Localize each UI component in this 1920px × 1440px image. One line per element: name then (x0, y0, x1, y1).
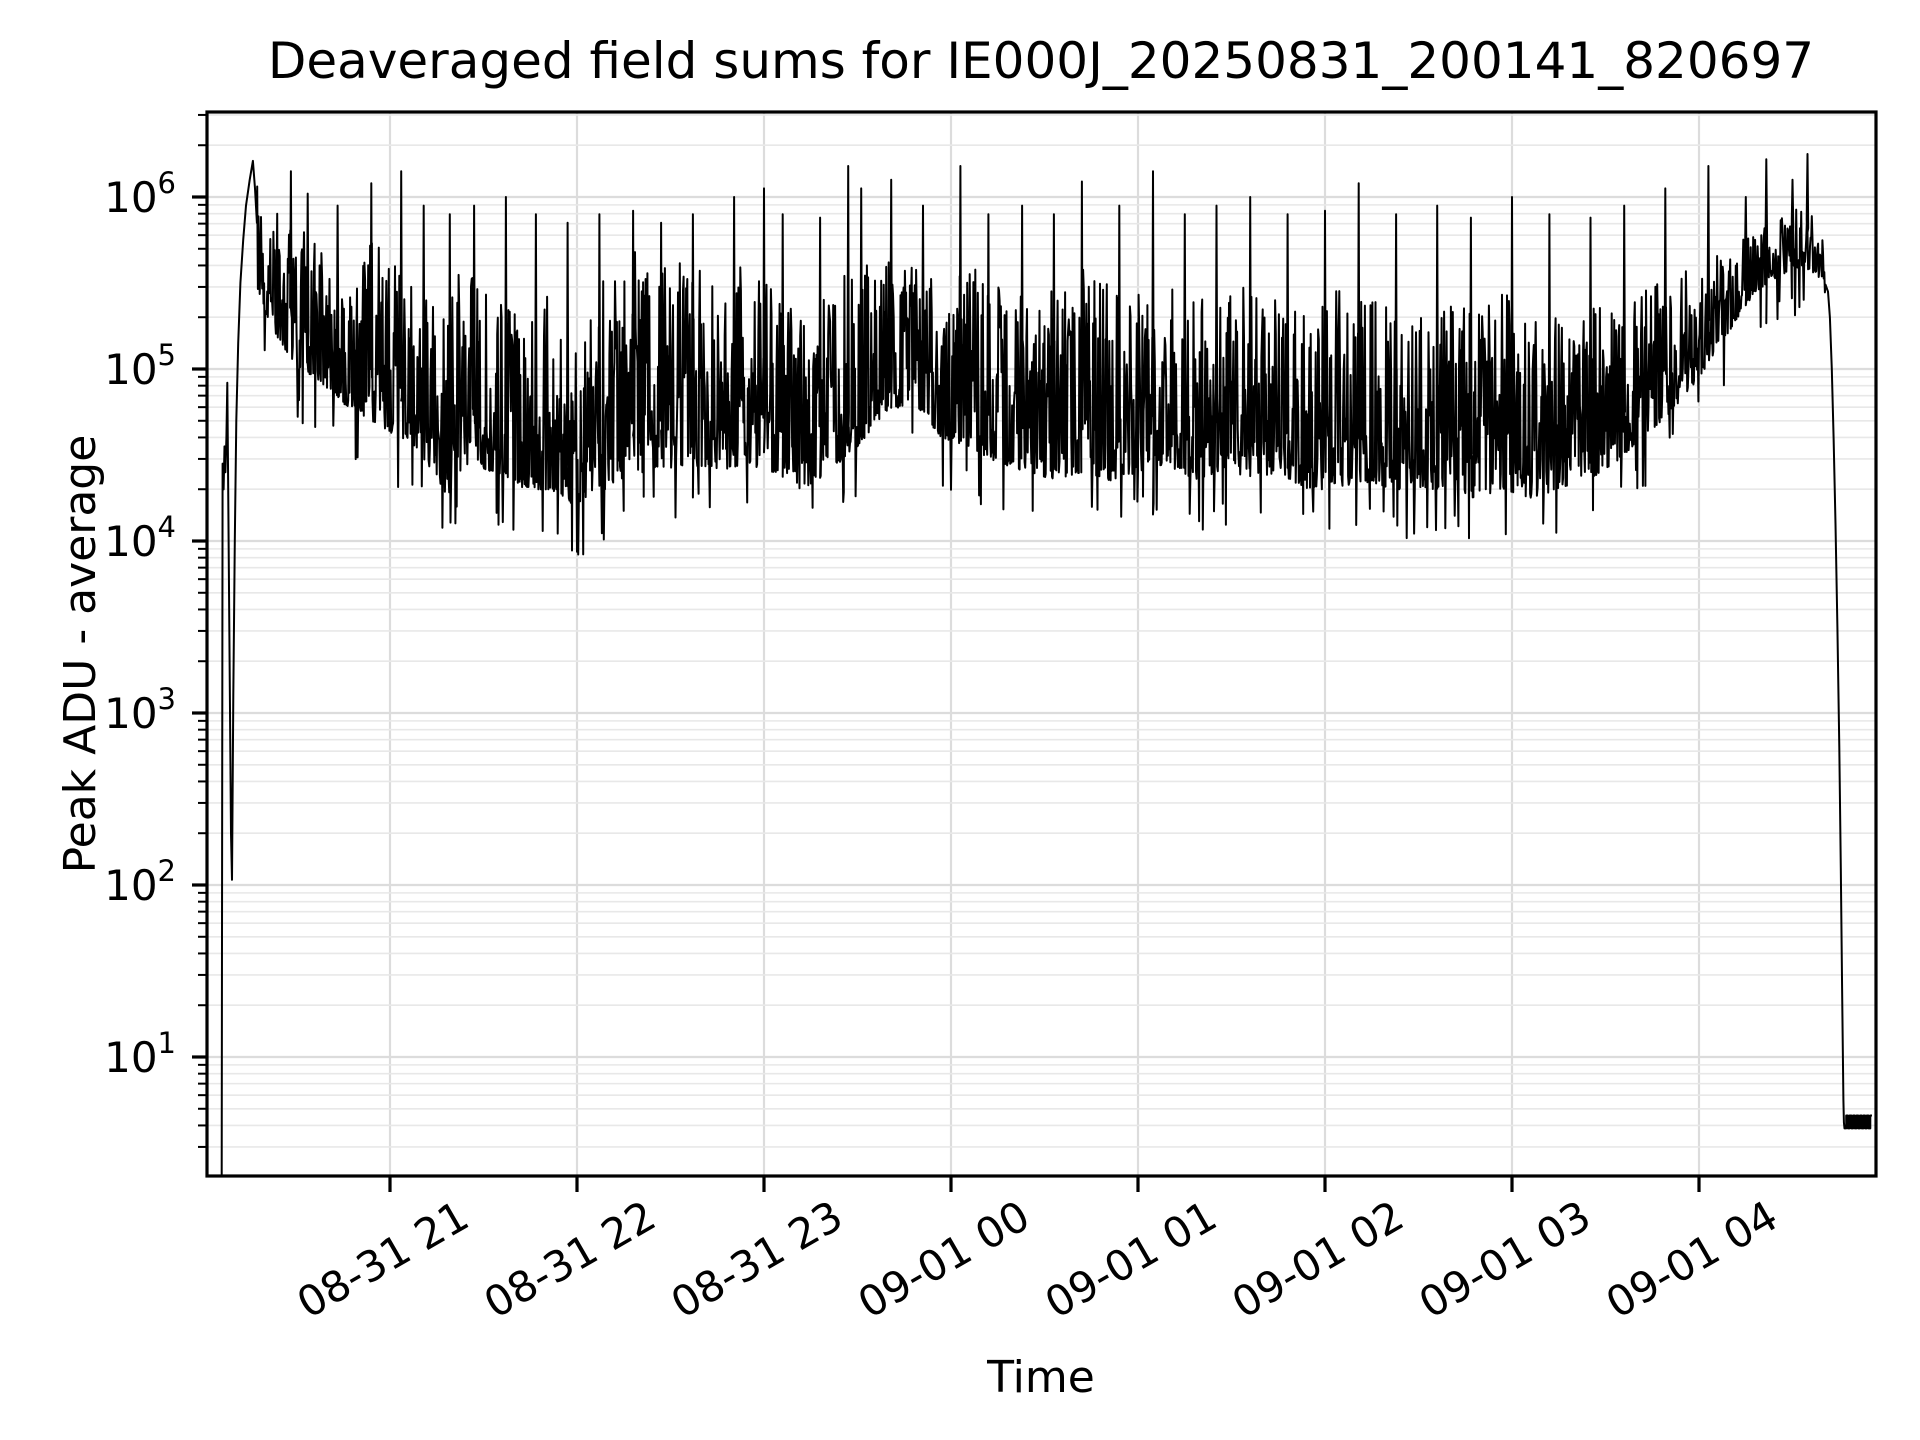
y-tick-label: 106 (104, 166, 176, 222)
series-layer (220, 153, 1872, 1176)
x-tick-label: 09-01 04 (1598, 1191, 1786, 1328)
chart-title: Deaveraged field sums for IE000J_2025083… (268, 32, 1814, 90)
y-tick-label: 102 (104, 854, 176, 910)
y-tick-label: 105 (104, 338, 176, 394)
y-tick-label: 101 (104, 1026, 176, 1082)
y-tick-label: 103 (104, 682, 176, 738)
data-line (220, 153, 1872, 1176)
x-tick-label: 09-01 01 (1037, 1191, 1225, 1328)
grid-layer (207, 112, 1876, 1176)
tick-layer (192, 113, 1701, 1192)
y-axis-label: Peak ADU - average (55, 435, 106, 874)
x-tick-label: 08-31 22 (476, 1191, 664, 1328)
plot-border (205, 110, 1878, 1178)
x-tick-label: 09-01 03 (1411, 1191, 1599, 1328)
x-tick-label: 09-01 02 (1224, 1191, 1412, 1328)
x-tick-label: 08-31 21 (289, 1191, 477, 1328)
y-tick-label: 104 (104, 510, 176, 566)
x-tick-label: 09-01 00 (850, 1191, 1038, 1328)
x-tick-label: 08-31 23 (663, 1191, 851, 1328)
x-axis-label: Time (986, 1352, 1095, 1403)
